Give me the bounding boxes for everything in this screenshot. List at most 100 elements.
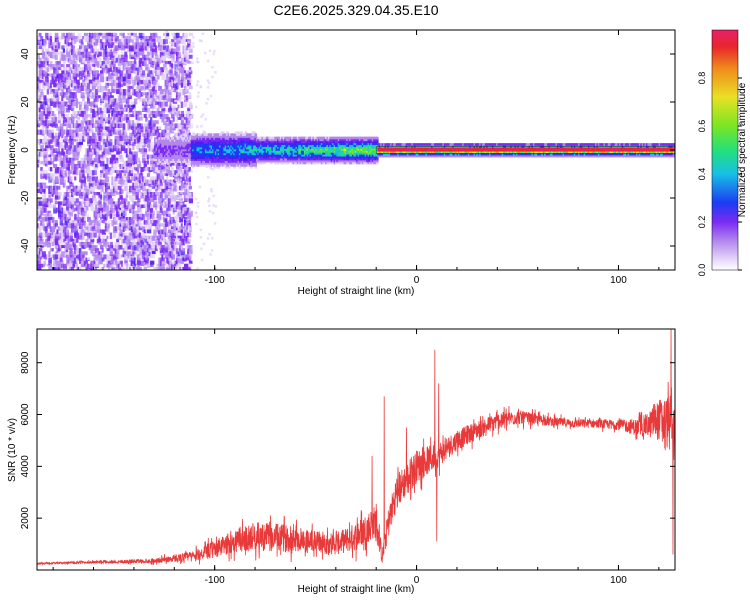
heatmap-cell xyxy=(203,141,207,144)
heatmap-cell xyxy=(220,142,224,146)
heatmap-cell xyxy=(145,126,148,132)
heatmap-cell xyxy=(209,139,212,142)
heatmap-cell xyxy=(153,126,156,130)
heatmap-cell xyxy=(179,235,182,241)
heatmap-cell xyxy=(216,142,219,146)
heatmap-cell xyxy=(154,120,159,125)
heatmap-cell xyxy=(148,270,152,274)
heatmap-cell xyxy=(192,42,195,45)
heatmap-cell xyxy=(226,135,229,138)
heatmap-cell xyxy=(103,238,107,246)
heatmap-cell xyxy=(85,123,88,129)
heatmap-cell xyxy=(69,254,74,258)
heatmap-cell xyxy=(48,210,52,214)
heatmap-cell xyxy=(101,60,106,66)
heatmap-cell xyxy=(46,173,50,179)
heatmap-cell xyxy=(77,185,81,192)
heatmap-cell xyxy=(40,235,43,241)
heatmap-cell xyxy=(220,152,224,156)
heatmap-cell xyxy=(70,117,75,124)
heatmap-cell xyxy=(137,207,142,213)
heatmap-cell xyxy=(46,138,50,146)
heatmap-cell xyxy=(129,51,132,57)
heatmap-cell xyxy=(166,79,169,86)
heatmap-cell xyxy=(155,146,159,150)
heatmap-cell xyxy=(226,156,229,159)
heatmap-cell xyxy=(62,32,66,38)
heatmap-cell xyxy=(75,98,79,105)
heatmap-cell xyxy=(111,192,116,197)
heatmap-cell xyxy=(162,158,166,161)
heatmap-cell xyxy=(120,42,126,49)
heatmap-cell xyxy=(248,160,252,163)
heatmap-cell xyxy=(124,235,128,240)
heatmap-cell xyxy=(243,137,246,140)
heatmap-cell xyxy=(146,154,150,160)
heatmap-cell xyxy=(213,146,217,150)
heatmap-cell xyxy=(182,232,186,239)
heatmap-cell xyxy=(166,98,169,102)
heatmap-cell xyxy=(51,48,55,52)
heatmap-cell xyxy=(175,111,178,114)
heatmap-cell xyxy=(62,207,68,214)
heatmap-cell xyxy=(163,146,167,150)
heatmap-cell xyxy=(231,148,235,152)
heatmap-cell xyxy=(156,82,161,88)
heatmap-cell xyxy=(133,226,136,232)
heatmap-cell xyxy=(153,195,157,201)
heatmap-cell xyxy=(182,45,185,52)
heatmap-cell xyxy=(183,220,188,225)
heatmap-cell xyxy=(87,257,91,261)
heatmap-cell xyxy=(127,123,130,130)
heatmap-cell xyxy=(193,162,197,165)
heatmap-cell xyxy=(109,129,112,136)
heatmap-cell xyxy=(163,152,167,156)
heatmap-cell xyxy=(206,133,209,136)
heatmap-cell xyxy=(37,254,40,259)
heatmap-cell xyxy=(61,89,65,95)
heatmap-cell xyxy=(166,257,169,264)
heatmap-cell xyxy=(114,98,117,103)
heatmap-cell xyxy=(200,142,204,146)
heatmap-cell xyxy=(38,82,42,89)
heatmap-cell xyxy=(199,162,202,165)
heatmap-cell xyxy=(226,144,229,148)
heatmap-cell xyxy=(77,163,81,168)
heatmap-cell xyxy=(140,185,144,191)
heatmap-cell xyxy=(178,139,181,142)
heatmap-cell xyxy=(83,210,88,214)
heatmap-cell xyxy=(137,148,140,153)
heatmap-cell xyxy=(146,123,150,130)
heatmap-cell xyxy=(238,156,242,159)
heatmap-cell xyxy=(197,160,201,163)
heatmap-cell xyxy=(93,32,97,38)
heatmap-cell xyxy=(83,176,86,181)
heatmap-cell xyxy=(185,146,188,150)
heatmap-cell xyxy=(96,73,100,80)
heatmap-cell xyxy=(140,57,144,61)
heatmap-cell xyxy=(180,199,183,203)
heatmap-cell xyxy=(46,60,49,66)
heatmap-cell xyxy=(153,85,157,91)
heatmap-cell xyxy=(104,148,110,155)
heatmap-cell xyxy=(164,173,168,176)
heatmap-cell xyxy=(158,142,161,146)
heatmap-cell xyxy=(106,82,110,86)
heatmap-cell xyxy=(129,148,132,154)
heatmap-cell xyxy=(119,117,123,123)
heatmap-cell xyxy=(175,139,178,142)
heatmap-cell xyxy=(120,60,125,66)
heatmap-cell xyxy=(130,126,134,131)
heatmap-cell xyxy=(188,45,193,50)
heatmap-cell xyxy=(122,39,126,45)
heatmap-cell xyxy=(104,182,108,188)
heatmap-cell xyxy=(95,114,100,117)
heatmap-cell xyxy=(106,257,110,261)
heatmap-cell xyxy=(119,32,123,36)
heatmap-cell xyxy=(150,70,153,75)
heatmap-cell xyxy=(175,158,178,161)
heatmap-cell xyxy=(168,146,171,150)
heatmap-cell xyxy=(177,43,181,47)
heatmap-cell xyxy=(51,229,55,235)
heatmap-cell xyxy=(156,179,160,186)
